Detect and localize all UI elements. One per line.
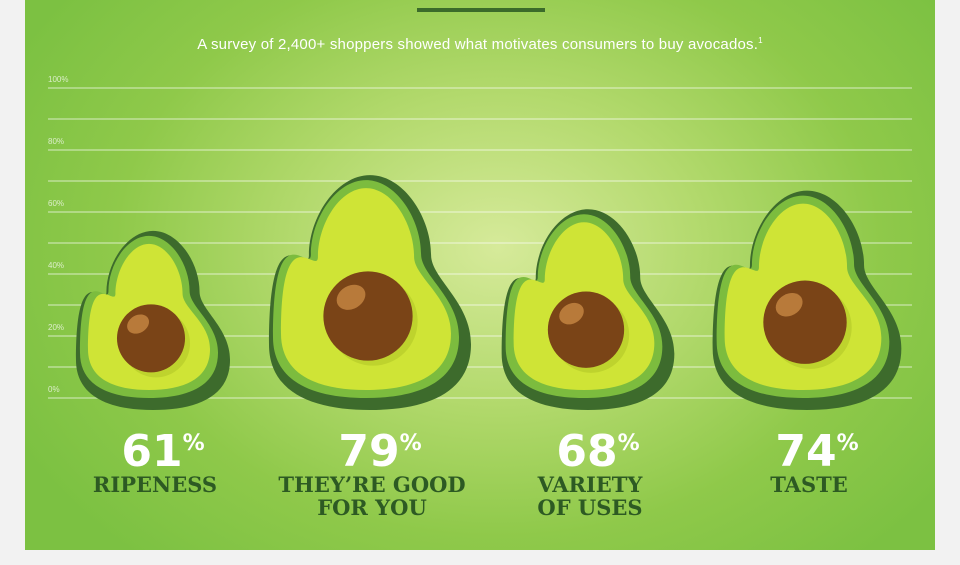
y-tick-label: 60%	[48, 199, 64, 208]
pit-highlight	[775, 292, 803, 317]
avocado-pit	[547, 291, 625, 368]
y-tick-label: 0%	[48, 385, 60, 394]
avocado-bar	[501, 209, 675, 410]
avocado-pit	[116, 304, 186, 373]
category-label: OF USES	[537, 495, 642, 520]
avocado-pit	[323, 271, 413, 361]
avocado-bar	[268, 175, 472, 410]
top-divider-bar	[417, 8, 545, 12]
avocado-bar	[75, 230, 231, 410]
y-tick-label: 40%	[48, 261, 64, 270]
y-tick-label: 20%	[48, 323, 64, 332]
y-tick-label: 100%	[48, 75, 68, 84]
pit-highlight	[336, 284, 366, 310]
value-label: 74%	[775, 426, 858, 477]
avocado-bar-chart: 0% 20% 40% 60% 80% 100% 61% 79% 68% 74% RIPENESS…	[48, 75, 912, 520]
value-labels: 61% 79% 68% 74%	[121, 426, 858, 477]
avocado-bars	[75, 175, 902, 410]
infographic-panel: A survey of 2,400+ shoppers showed what …	[25, 0, 935, 550]
avocado-bar	[712, 190, 902, 410]
chart-subtitle: A survey of 2,400+ shoppers showed what …	[25, 36, 935, 53]
y-axis-ticks: 0% 20% 40% 60% 80% 100%	[48, 75, 68, 394]
category-label: THEY’RE GOOD	[278, 472, 465, 497]
category-label: FOR YOU	[317, 495, 427, 520]
category-label: VARIETY	[537, 472, 644, 497]
value-label: 61%	[121, 426, 204, 477]
y-tick-label: 80%	[48, 137, 64, 146]
value-label: 68%	[556, 426, 639, 477]
pit-highlight	[127, 314, 150, 334]
subtitle-text: A survey of 2,400+ shoppers showed what …	[197, 36, 759, 53]
category-label: RIPENESS	[93, 472, 217, 497]
category-label: TASTE	[770, 472, 848, 497]
avocado-pit	[763, 280, 847, 364]
subtitle-footnote: 1	[758, 36, 763, 45]
pit-highlight	[559, 302, 584, 325]
value-label: 79%	[338, 426, 421, 477]
